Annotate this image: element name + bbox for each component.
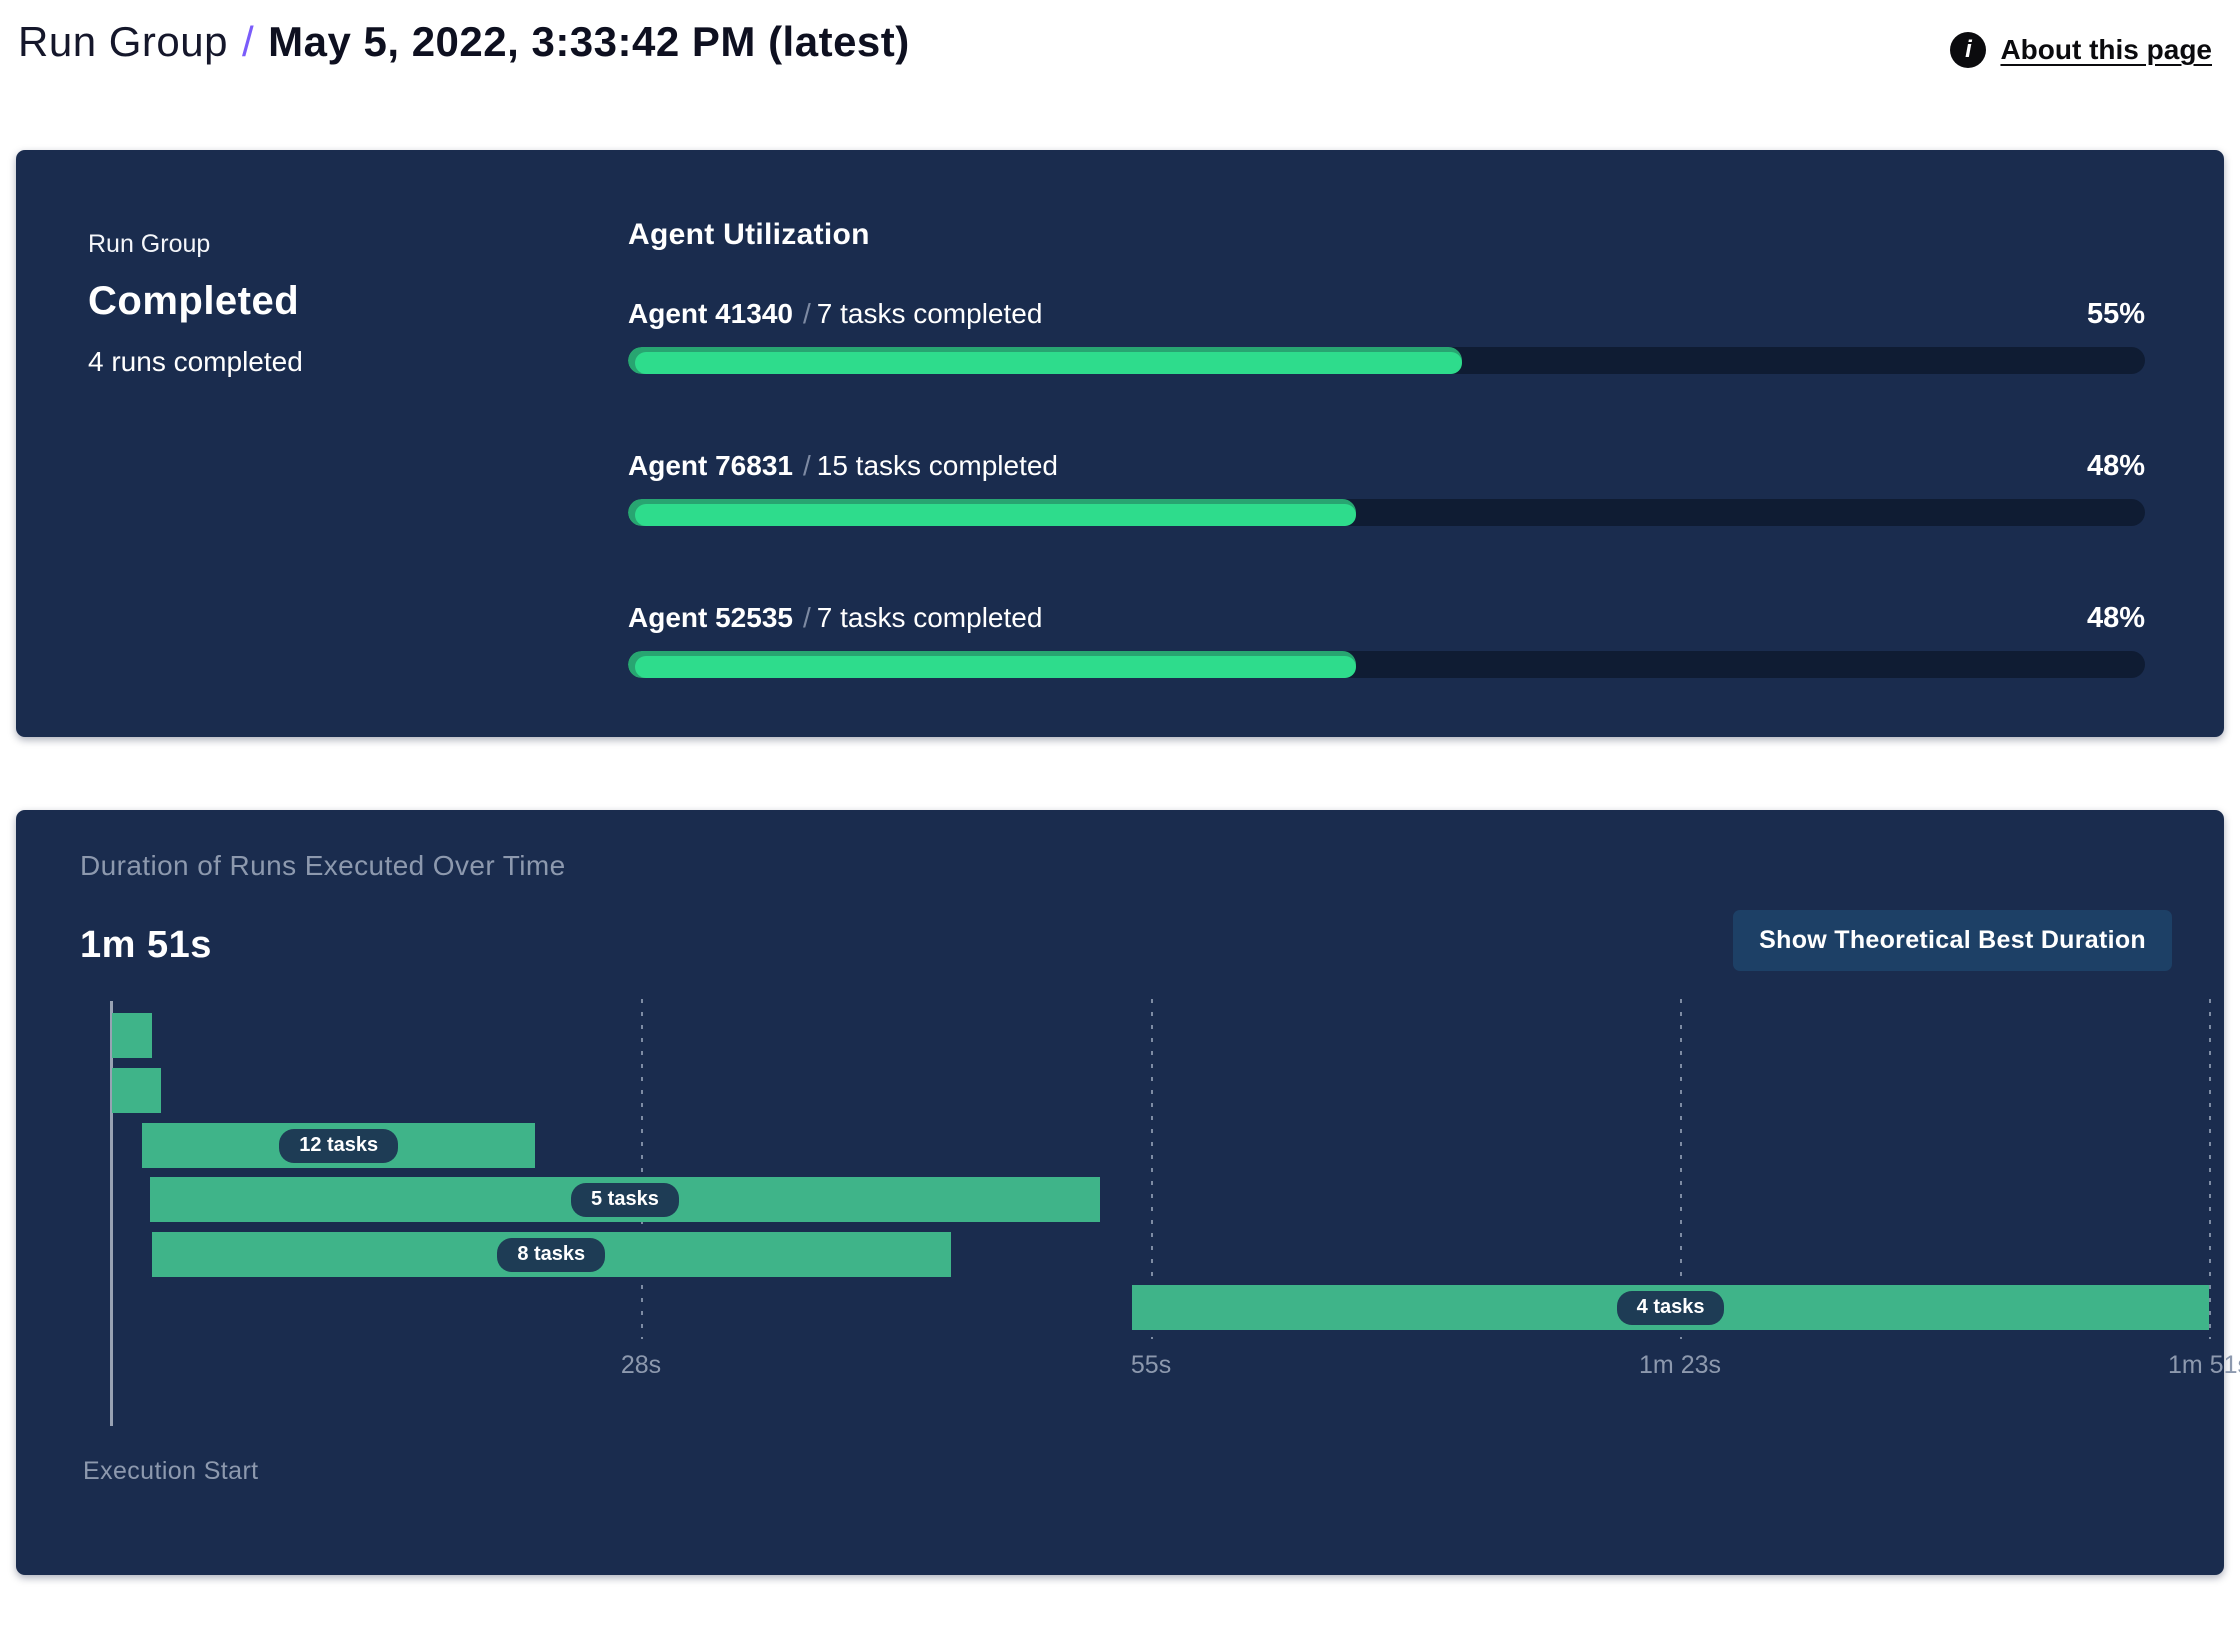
duration-panel: Duration of Runs Executed Over Time 1m 5…: [16, 810, 2240, 1575]
run-bar[interactable]: [112, 1068, 162, 1113]
run-bar[interactable]: [112, 1013, 152, 1058]
time-gridline: [1151, 999, 1154, 1339]
agent-separator: /: [802, 450, 811, 481]
duration-header: Duration of Runs Executed Over Time 1m 5…: [80, 850, 566, 967]
time-tick-label: 28s: [620, 1351, 662, 1379]
agent-label: Agent 41340 /7 tasks completed: [628, 298, 1042, 330]
agent-name: Agent 41340: [628, 298, 793, 329]
task-count-pill: 8 tasks: [497, 1237, 606, 1272]
about-link-label: About this page: [2000, 34, 2212, 65]
info-icon: i: [1950, 32, 1987, 68]
show-theoretical-best-duration-button[interactable]: Show Theoretical Best Duration: [1733, 910, 2172, 971]
agent-separator: /: [802, 602, 811, 633]
agent-utilization-title: Agent Utilization: [628, 218, 870, 251]
page-title: May 5, 2022, 3:33:42 PM (latest): [268, 18, 910, 65]
execution-start-axis-line: [110, 1001, 113, 1426]
utilization-progress-fill: [628, 499, 1357, 526]
agent-separator: /: [802, 298, 811, 329]
utilization-progress-fill: [628, 651, 1357, 678]
utilization-progress-track: [628, 651, 2145, 678]
agent-tasks-completed: 7 tasks completed: [816, 602, 1043, 633]
breadcrumb-separator: /: [241, 18, 255, 65]
utilization-percent: 48%: [2086, 450, 2145, 482]
task-count-pill: 12 tasks: [279, 1128, 399, 1163]
task-count-pill: 5 tasks: [570, 1182, 679, 1217]
agent-label: Agent 52535 /7 tasks completed: [628, 602, 1042, 634]
time-axis-tick-labels: 28s 55s 1m 23s 1m 51s: [112, 1351, 2240, 1387]
agent-label: Agent 76831 /15 tasks completed: [628, 450, 1058, 482]
time-tick-label: 1m 51s: [2168, 1351, 2240, 1379]
run-summary-panel: Run Group Completed 4 runs completed Age…: [16, 150, 2224, 737]
agent-tasks-completed: 7 tasks completed: [816, 298, 1043, 329]
run-bar[interactable]: 8 tasks: [151, 1232, 951, 1277]
about-this-page-link[interactable]: i About this page: [1950, 32, 2212, 68]
breadcrumb-run-group[interactable]: Run Group: [18, 18, 228, 65]
task-count-pill: 4 tasks: [1616, 1290, 1725, 1325]
agent-row: Agent 76831 /15 tasks completed 48%: [628, 450, 2145, 526]
run-status-summary: Run Group Completed 4 runs completed: [88, 218, 628, 737]
gantt-chart: 28s 55s 1m 23s 1m 51s 12 tasks 5 tasks 8 task…: [48, 999, 2240, 1486]
utilization-percent: 55%: [2086, 298, 2145, 330]
agent-row: Agent 52535 /7 tasks completed 48%: [628, 602, 2145, 678]
status-badge: Completed: [88, 279, 300, 323]
time-gridline: [1680, 999, 1683, 1339]
agent-name: Agent 76831: [628, 450, 793, 481]
agent-name: Agent 52535: [628, 602, 793, 633]
agent-row: Agent 41340 /7 tasks completed 55%: [628, 298, 2145, 374]
time-tick-label: 55s: [1130, 1351, 1172, 1379]
runs-completed-count: 4 runs completed: [88, 346, 303, 377]
utilization-progress-track: [628, 499, 2145, 526]
utilization-progress-track: [628, 347, 2145, 374]
page-header: Run Group / May 5, 2022, 3:33:42 PM (lat…: [0, 0, 2240, 68]
gantt-plot-area: 28s 55s 1m 23s 1m 51s 12 tasks 5 tasks 8 task…: [110, 999, 2240, 1426]
agent-tasks-completed: 15 tasks completed: [816, 450, 1058, 481]
run-bar[interactable]: 12 tasks: [142, 1123, 536, 1168]
execution-start-label: Execution Start: [83, 1457, 259, 1485]
time-tick-label: 1m 23s: [1639, 1351, 1722, 1379]
total-duration-value: 1m 51s: [80, 924, 212, 966]
run-bar[interactable]: 5 tasks: [149, 1177, 1101, 1222]
agent-utilization-section: Agent Utilization Agent 41340/7 tasks co…: [628, 218, 2145, 737]
run-bar[interactable]: 4 tasks: [1132, 1285, 2209, 1330]
duration-chart-title: Duration of Runs Executed Over Time: [80, 850, 566, 881]
run-group-label: Run Group: [88, 230, 211, 258]
utilization-percent: 48%: [2086, 602, 2145, 634]
breadcrumb: Run Group / May 5, 2022, 3:33:42 PM (lat…: [18, 18, 910, 66]
time-gridline: [640, 999, 643, 1339]
utilization-progress-fill: [628, 347, 1463, 374]
time-gridline: [2209, 999, 2211, 1339]
